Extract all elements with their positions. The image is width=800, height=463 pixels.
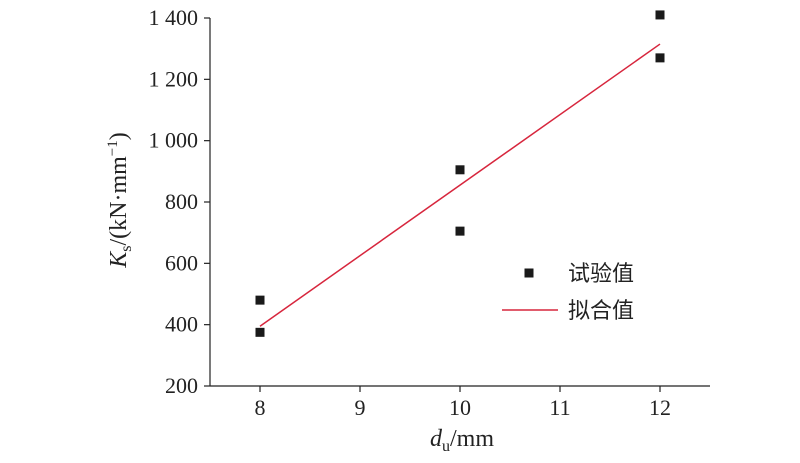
y-tick-label: 400 <box>165 312 198 337</box>
data-point <box>455 165 465 175</box>
y-axis-title: Ks/(kN·mm−1) <box>105 132 135 269</box>
y-tick-label: 200 <box>165 373 198 398</box>
legend: 试验值 拟合值 <box>502 262 634 324</box>
y-tick-label: 1 400 <box>149 5 199 30</box>
legend-label-experimental: 试验值 <box>568 262 634 287</box>
y-tick-label: 800 <box>165 189 198 214</box>
x-tick-label: 11 <box>549 395 570 420</box>
legend-marker-experimental <box>524 268 534 278</box>
y-axis-ticks: 200 400 600 800 1 000 1 200 1 400 <box>149 5 210 398</box>
x-axis-ticks: 8 9 10 11 12 <box>255 386 671 420</box>
y-tick-label: 1 000 <box>149 128 199 153</box>
fit-line-layer <box>259 43 661 327</box>
data-point <box>655 53 665 63</box>
fit-line <box>259 43 661 327</box>
x-tick-label: 9 <box>355 395 366 420</box>
data-points-layer <box>255 10 665 337</box>
x-tick-label: 10 <box>449 395 471 420</box>
x-axis-title: du/mm <box>430 426 494 455</box>
x-tick-label: 8 <box>255 395 266 420</box>
axes <box>209 18 710 387</box>
data-point <box>255 327 265 337</box>
y-tick-label: 600 <box>165 250 198 275</box>
y-tick-label: 1 200 <box>149 66 199 91</box>
x-tick-label: 12 <box>649 395 671 420</box>
data-point <box>255 295 265 305</box>
data-point <box>455 226 465 236</box>
legend-label-fit: 拟合值 <box>568 299 634 324</box>
data-point <box>655 10 665 20</box>
